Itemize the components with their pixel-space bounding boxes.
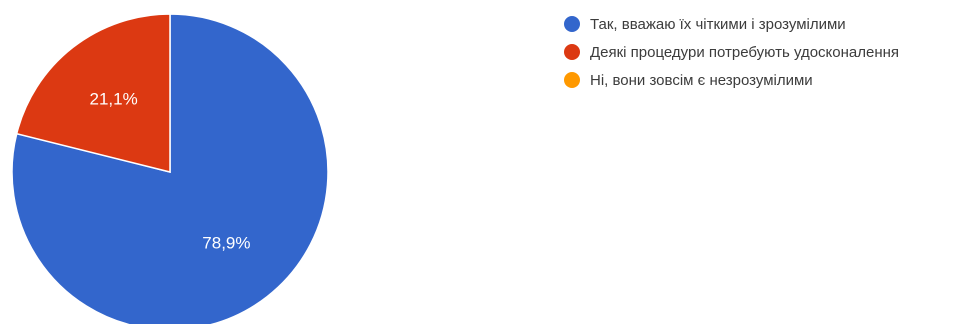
legend-dot-icon [564,16,580,32]
pie-slice-label-1: 21,1% [90,89,138,108]
legend-label: Так, вважаю їх чіткими і зрозумілими [590,16,846,33]
legend-dot-icon [564,72,580,88]
legend-label: Деякі процедури потребують удосконалення [590,44,900,61]
pie-slice-1 [15,13,171,173]
legend-item-2: Ні, вони зовсім є незрозумілими [564,70,960,92]
legend-label: Ні, вони зовсім є незрозумілими [590,72,813,89]
legend-item-0: Так, вважаю їх чіткими і зрозумілими [564,14,960,36]
legend: Так, вважаю їх чіткими і зрозумілими Деяк… [564,14,960,98]
legend-dot-icon [564,44,580,60]
pie-slice-label-0: 78,9% [202,234,250,253]
legend-item-1: Деякі процедури потребують удосконалення [564,42,960,64]
